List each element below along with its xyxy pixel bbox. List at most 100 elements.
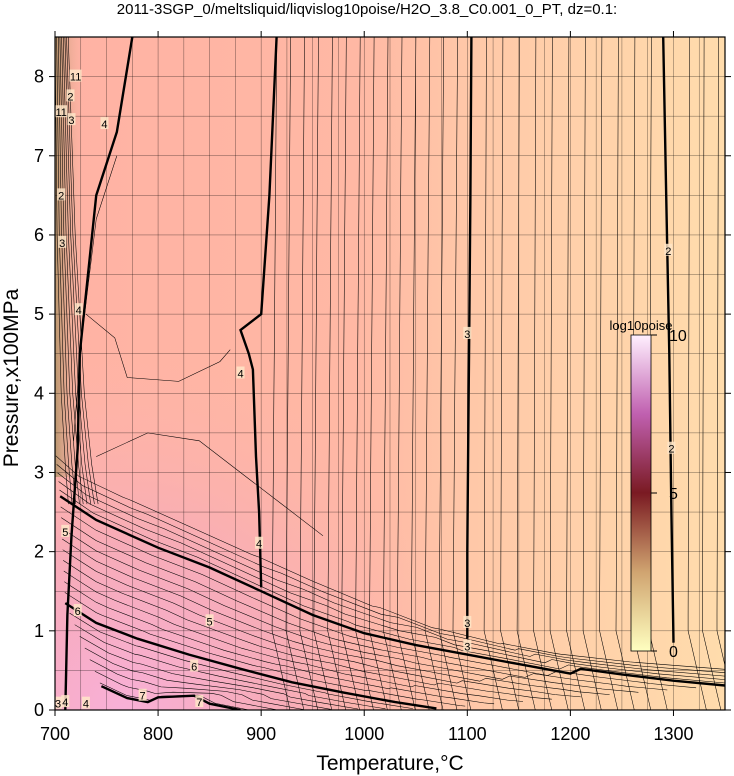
x-tick-label: 1300 <box>653 724 693 744</box>
contour-label: 3 <box>463 615 472 630</box>
labeled-contours <box>59 37 725 710</box>
contour-label-text: 5 <box>207 616 213 628</box>
contour-label-text: 2 <box>67 91 73 103</box>
y-tick-label: 8 <box>34 67 44 87</box>
contour-line <box>566 37 586 710</box>
contour-line <box>58 37 77 505</box>
contour-line <box>615 37 635 710</box>
y-tick-label: 2 <box>34 542 44 562</box>
contour-label: 3 <box>55 696 63 711</box>
x-axis-label: Temperature,°C <box>316 752 463 775</box>
contour-level-7 <box>100 685 241 710</box>
contour-line <box>56 37 73 505</box>
contour-label: 11 <box>69 69 82 84</box>
y-tick-label: 6 <box>34 225 44 245</box>
x-tick-label: 1000 <box>344 724 384 744</box>
contour-line <box>716 37 725 667</box>
contour-line <box>79 636 359 710</box>
contour-line <box>89 659 304 710</box>
contour-line <box>62 549 581 698</box>
contour-label: 4 <box>100 117 109 131</box>
y-axis-label: Pressure,x100MPa <box>0 288 23 467</box>
contour-label-text: 4 <box>76 305 82 317</box>
y-tick-label: 0 <box>34 700 44 720</box>
colorbar-tick-label: 5 <box>669 486 678 503</box>
y-tick-label: 3 <box>34 462 44 482</box>
contour-label-text: 5 <box>62 527 68 539</box>
contour-line <box>63 570 524 702</box>
contour-line <box>582 37 602 710</box>
contour-line <box>59 489 725 684</box>
x-tick-label: 1200 <box>550 724 590 744</box>
contour-label-text: 3 <box>464 618 470 630</box>
contour-label: 2 <box>66 89 75 103</box>
contour-line <box>60 506 697 689</box>
contour-line <box>64 592 466 707</box>
contour-line <box>702 37 722 710</box>
contour-label-text: 11 <box>70 72 81 84</box>
contour-line <box>55 455 725 670</box>
contour-label-text: 3 <box>68 115 74 127</box>
x-tick-label: 900 <box>246 724 276 744</box>
contour-line <box>96 432 324 537</box>
contour-label: 11 <box>55 105 68 119</box>
contour-label-text: 11 <box>55 107 66 119</box>
contour-line <box>533 37 553 710</box>
contour-line <box>63 560 552 700</box>
contour-line <box>599 37 619 710</box>
contour-line <box>327 37 346 710</box>
contour-line <box>69 612 413 709</box>
grid-lines <box>55 37 725 710</box>
contour-label-text: 7 <box>140 691 146 703</box>
colorbar-label: log10poise <box>610 318 673 333</box>
contour-label: 6 <box>73 604 82 618</box>
contour-edge <box>64 37 134 710</box>
plot-frame <box>54 36 726 711</box>
y-tick-label: 1 <box>34 621 44 641</box>
contour-line <box>66 37 95 505</box>
colorbar-ticks: 0 5 10 <box>651 328 687 661</box>
contour-label-text: 6 <box>75 606 81 618</box>
contour-label: 3 <box>67 113 76 127</box>
contour-line <box>62 538 610 695</box>
contour-label: 7 <box>195 695 204 709</box>
contour-edge-minor <box>73 155 118 441</box>
contour-line <box>285 37 305 710</box>
colorbar-tick-label: 0 <box>669 644 678 661</box>
contour-level-6 <box>64 602 437 710</box>
contour-line <box>67 37 99 505</box>
contour-label-text: 3 <box>55 699 61 711</box>
contour-line <box>58 481 725 680</box>
contour-label-text: 6 <box>191 661 197 673</box>
contour-label-text: 7 <box>196 697 202 709</box>
contour-label: 3 <box>58 235 67 250</box>
contour-label-text: 2 <box>665 246 671 258</box>
colorbar: log10poise 0 5 10 <box>610 318 687 661</box>
contour-label-text: 2 <box>58 190 64 202</box>
contour-line <box>64 581 495 705</box>
contour-line <box>549 37 569 710</box>
contour-line <box>483 37 503 710</box>
contour-line <box>313 37 333 710</box>
contour-line <box>85 313 231 382</box>
contour-line <box>687 37 707 710</box>
contour-line <box>271 37 291 710</box>
contour-line <box>500 37 520 710</box>
contour-label-text: 4 <box>237 369 243 381</box>
contour-label: 2 <box>57 188 66 202</box>
colorbar-tick-label: 10 <box>669 328 687 345</box>
contour-line <box>94 671 276 710</box>
contour-line <box>424 37 444 710</box>
contour-label: 4 <box>61 695 70 709</box>
contour-level-2 <box>662 37 675 643</box>
colorbar-gradient <box>630 334 652 652</box>
contour-line <box>57 472 725 677</box>
contour-label: 5 <box>61 524 70 539</box>
contour-label-text: 3 <box>464 329 470 341</box>
contour-line <box>438 37 458 710</box>
contour-label-text: 3 <box>59 238 65 250</box>
contour-label-text: 4 <box>101 119 107 131</box>
contour-label: 2 <box>667 441 676 456</box>
